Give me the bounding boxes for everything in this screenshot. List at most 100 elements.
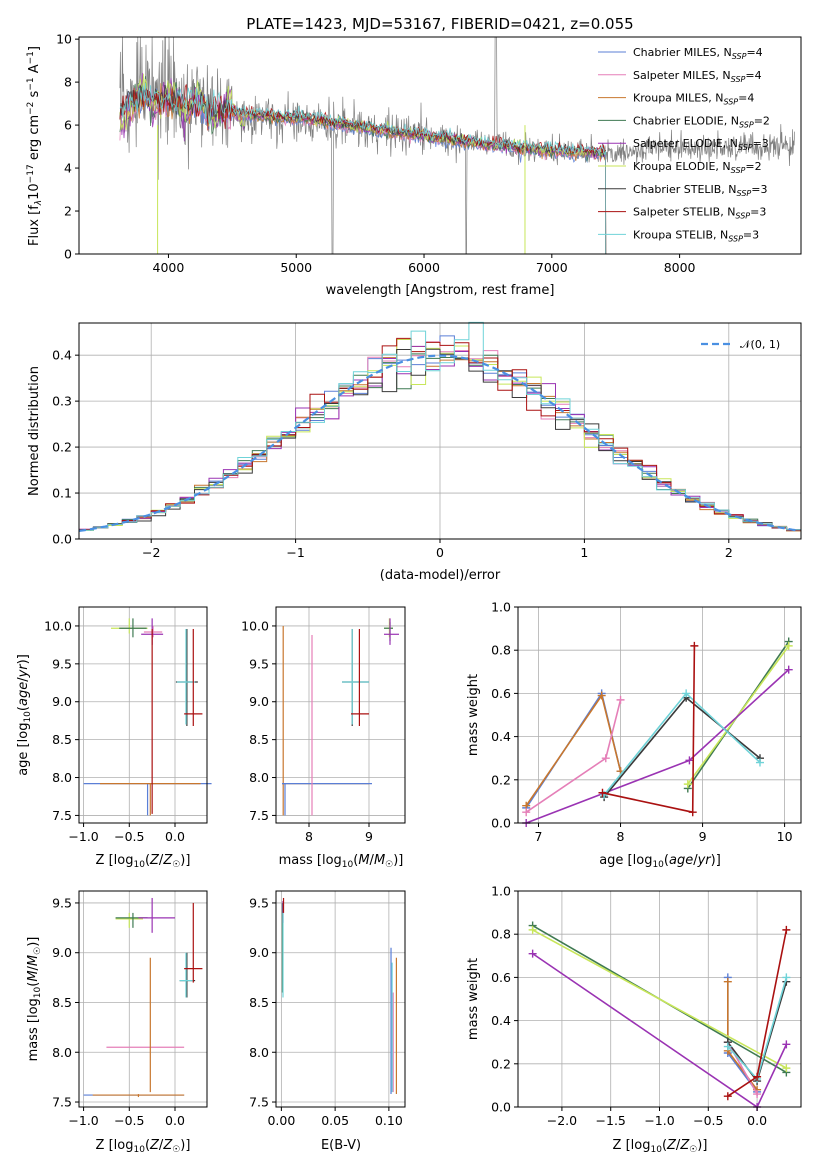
- legend-label-salpeter-elodie: Salpeter ELODIE, NSSP=3: [633, 137, 769, 152]
- residuals-xtick-label: −2: [142, 545, 160, 560]
- weight-vs-age-xtick-label: 8: [617, 829, 625, 844]
- legend-label-chabrier-elodie: Chabrier ELODIE, NSSP=2: [633, 114, 770, 129]
- mass-vs-metallicity-xtick-label: 0.0: [165, 1113, 185, 1128]
- mass-vs-ebv-ticks: 0.00 0.05 0.10 7.5 8.0 8.5 9.0 9.5: [249, 895, 403, 1128]
- age-vs-mass-ytick-label: 8.5: [249, 732, 269, 747]
- weight-vs-metallicity-ytick-label: 0.0: [491, 1100, 511, 1115]
- weight-vs-age-ytick-label: 0.8: [491, 643, 511, 658]
- age-vs-mass-xlabel: mass [log10(M/M☉)]: [279, 853, 404, 870]
- residuals-ytick-label: 0.2: [52, 440, 72, 455]
- mass-vs-metallicity-ytick-label: 9.0: [52, 945, 72, 960]
- mass-vs-metallicity-ytick-label: 7.5: [52, 1095, 72, 1110]
- mass-vs-ebv-xtick-label: 0.10: [375, 1113, 403, 1128]
- spectrum-ytick-label: 10: [56, 32, 72, 47]
- weight-marker-salpeter-stelib: [782, 925, 791, 934]
- spectrum-ytick-label: 6: [64, 118, 72, 133]
- spectrum-ticks: 4000 5000 6000 7000 8000 0 2 4 6 8 10: [56, 32, 695, 275]
- age-vs-metallicity-ytick-label: 8.0: [52, 770, 72, 785]
- mass-vs-ebv-ytick-label: 7.5: [249, 1095, 269, 1110]
- mass-vs-metallicity-xlabel: Z [log10(Z/Z☉)]: [96, 1138, 191, 1155]
- residuals-marks: [78, 321, 801, 532]
- weight-line-chabrier-miles: [525, 691, 622, 809]
- spectrum-legend: Chabrier MILES, NSSP=4 Salpeter MILES, NS…: [598, 46, 770, 243]
- spectrum-xtick-label: 8000: [664, 260, 696, 275]
- mass-vs-ebv-ytick-label: 9.0: [249, 945, 269, 960]
- weight-vs-metallicity-panel: −2.0 −1.5 −1.0 −0.5 0.0 0.0 0.2 0.4 0.6 0.8 1.0 Z …: [466, 884, 802, 1155]
- weight-vs-age-ytick-label: 1.0: [491, 600, 511, 615]
- age-vs-metallicity-xtick-label: 0.0: [165, 829, 185, 844]
- age-vs-mass-ytick-label: 8.0: [249, 770, 269, 785]
- spectrum-ylabel: Flux [fλ10−17 erg cm−2 s−1 A−1]: [26, 46, 44, 246]
- weight-vs-age-panel: 7 8 9 10 0.0 0.2 0.4 0.6 0.8 1.0 age [log10(age/y…: [466, 600, 802, 870]
- spectrum-xtick-label: 4000: [153, 260, 185, 275]
- age-vs-mass-frame: [275, 606, 406, 824]
- legend-label-kroupa-stelib: Kroupa STELIB, NSSP=3: [633, 228, 759, 243]
- age-vs-mass-grid: [276, 607, 405, 823]
- age-vs-mass-ytick-label: 10.0: [241, 618, 269, 633]
- age-vs-mass-xtick-label: 9: [365, 829, 373, 844]
- residuals-ylabel: Normed distribution: [27, 366, 42, 496]
- weight-vs-metallicity-xtick-label: −1.0: [644, 1113, 674, 1128]
- weight-line-chabrier-stelib: [603, 696, 761, 798]
- residuals-ytick-label: 0.1: [52, 486, 72, 501]
- age-vs-metallicity-xtick-label: −0.5: [114, 829, 144, 844]
- legend-label-chabrier-stelib: Chabrier STELIB, NSSP=3: [633, 183, 767, 198]
- weight-marker-salpeter-stelib: [753, 1072, 762, 1081]
- weight-vs-age-frame: [517, 606, 802, 824]
- mass-vs-metallicity-ticks: −1.0 −0.5 0.0 7.5 8.0 8.5 9.0 9.5: [52, 895, 185, 1128]
- weight-vs-metallicity-ytick-label: 0.4: [491, 1013, 511, 1028]
- weight-line-kroupa-elodie: [532, 929, 787, 1069]
- weight-vs-metallicity-ytick-label: 0.8: [491, 927, 511, 942]
- mass-vs-metallicity-xtick-label: −1.0: [68, 1113, 98, 1128]
- weight-marker-kroupa-elodie: [683, 780, 692, 789]
- weight-vs-metallicity-ytick-label: 0.2: [491, 1056, 511, 1071]
- weight-vs-metallicity-xtick-label: 0.0: [747, 1113, 767, 1128]
- weight-marker-salpeter-elodie: [784, 665, 793, 674]
- age-vs-metallicity-marks: [83, 618, 212, 816]
- spectrum-xtick-label: 6000: [408, 260, 440, 275]
- mass-vs-ebv-ytick-label: 9.5: [249, 895, 269, 910]
- residuals-ytick-label: 0.3: [52, 394, 72, 409]
- age-vs-mass-xtick-label: 8: [305, 829, 313, 844]
- residuals-xlabel: (data-model)/error: [380, 568, 501, 583]
- weight-vs-age-ytick-label: 0.2: [491, 772, 511, 787]
- weight-vs-age-xlabel: age [log10(age/yr)]: [599, 853, 721, 870]
- age-vs-metallicity-ytick-label: 7.5: [52, 808, 72, 823]
- mass-vs-metallicity-panel: −1.0 −0.5 0.0 7.5 8.0 8.5 9.0 9.5 Z [log10(Z/Z☉…: [26, 890, 208, 1155]
- weight-marker-salpeter-miles: [601, 754, 610, 763]
- mass-vs-metallicity-ytick-label: 8.0: [52, 1045, 72, 1060]
- weight-vs-age-xtick-label: 9: [699, 829, 707, 844]
- mass-vs-metallicity-marks: [83, 897, 203, 1098]
- legend-label-kroupa-elodie: Kroupa ELODIE, NSSP=2: [633, 160, 762, 175]
- weight-marker-salpeter-miles: [522, 808, 531, 817]
- mass-vs-ebv-panel: 0.00 0.05 0.10 7.5 8.0 8.5 9.0 9.5 E(B-V): [249, 890, 406, 1153]
- weight-marker-salpeter-stelib: [688, 808, 697, 817]
- mass-vs-metallicity-ytick-label: 9.5: [52, 895, 72, 910]
- weight-marker-salpeter-stelib: [723, 1092, 732, 1101]
- age-vs-metallicity-ytick-label: 10.0: [44, 618, 72, 633]
- residual-histogram-kroupa-stelib: [79, 321, 801, 531]
- weight-vs-age-ytick-label: 0.6: [491, 686, 511, 701]
- age-vs-mass-marks: [282, 618, 399, 816]
- residuals-ticks: −2 −1 0 1 2 0.0 0.1 0.2 0.3 0.4: [52, 348, 733, 560]
- weight-vs-metallicity-xtick-label: −0.5: [693, 1113, 723, 1128]
- weight-marker-salpeter-stelib: [598, 788, 607, 797]
- mass-vs-metallicity-xtick-label: −0.5: [114, 1113, 144, 1128]
- weight-vs-metallicity-ytick-label: 0.6: [491, 970, 511, 985]
- weight-vs-age-ytick-label: 0.4: [491, 729, 511, 744]
- residuals-legend: 𝒩(0, 1): [701, 338, 780, 351]
- weight-line-salpeter-elodie: [525, 669, 790, 824]
- weight-vs-age-xtick-label: 10: [777, 829, 793, 844]
- age-vs-mass-ticks: 8 9 7.5 8.0 8.5 9.0 9.5 10.0: [241, 618, 373, 844]
- residuals-xtick-label: 0: [436, 545, 444, 560]
- age-vs-mass-ytick-label: 9.5: [249, 656, 269, 671]
- mass-vs-ebv-frame: [275, 890, 406, 1108]
- residuals-ytick-label: 0.4: [52, 348, 72, 363]
- mass-vs-metallicity-grid: [79, 891, 207, 1107]
- age-vs-mass-panel: 8 9 7.5 8.0 8.5 9.0 9.5 10.0 mass [log10(M/M☉)]: [241, 606, 406, 870]
- figure-title: PLATE=1423, MJD=53167, FIBERID=0421, z=0…: [246, 15, 633, 33]
- weight-marker-salpeter-miles: [616, 695, 625, 704]
- spectrum-xtick-label: 7000: [536, 260, 568, 275]
- residuals-xtick-label: −1: [286, 545, 304, 560]
- weight-vs-age-grid: [518, 606, 801, 824]
